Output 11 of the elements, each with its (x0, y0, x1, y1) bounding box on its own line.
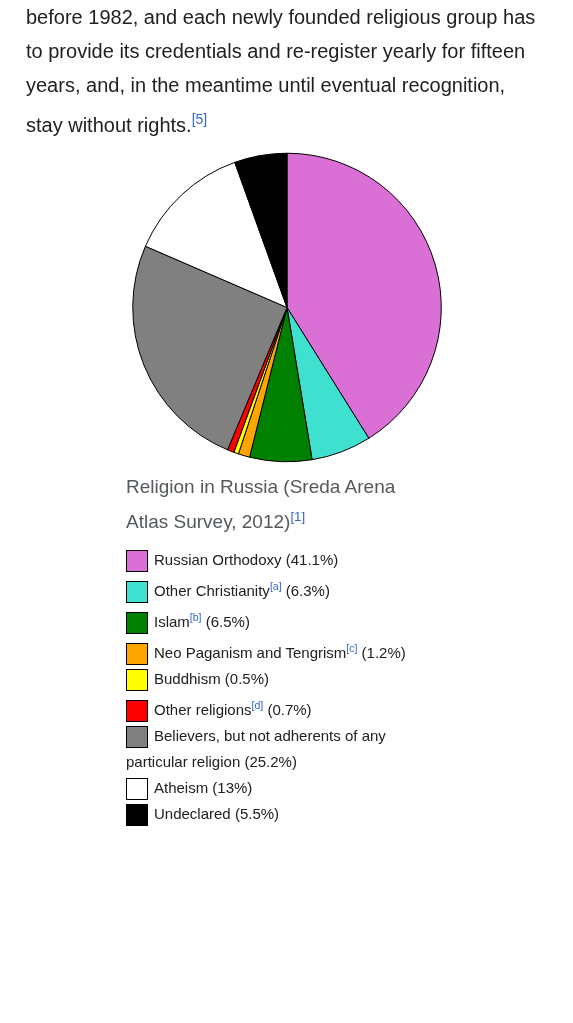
legend-label: Atheism (13%) (153, 778, 254, 798)
legend-label: Neo Paganism and Tengrism$^{[c]}$ (1.2%) (153, 641, 407, 663)
legend-label: Other religions$^{[d]}$ (0.7%) (153, 698, 313, 720)
legend-label: Undeclared (5.5%) (153, 804, 281, 824)
legend-label: Russian Orthodoxy (41.1%) (153, 550, 340, 570)
text: before 1982, and each newly founded religious group has to provide its credentials and re-register yearly for fifteen years, and, in the meantime until eventual recognition, stay without rights.$^{[5]}$ (26, 5, 537, 138)
legend-label: Buddhism (0.5%) (153, 669, 271, 689)
legend-label: Other Christianity$^{[a]}$ (6.3%) (153, 579, 331, 601)
legend-label: Islam$^{[b]}$ (6.5%) (153, 610, 251, 632)
text: Religion in Russia (Sreda Arena Atlas Survey, 2012)$^{[1]}$ (126, 474, 397, 534)
legend-label: Believers, but not adherents of any particular religion (25.2%) (126, 726, 387, 772)
